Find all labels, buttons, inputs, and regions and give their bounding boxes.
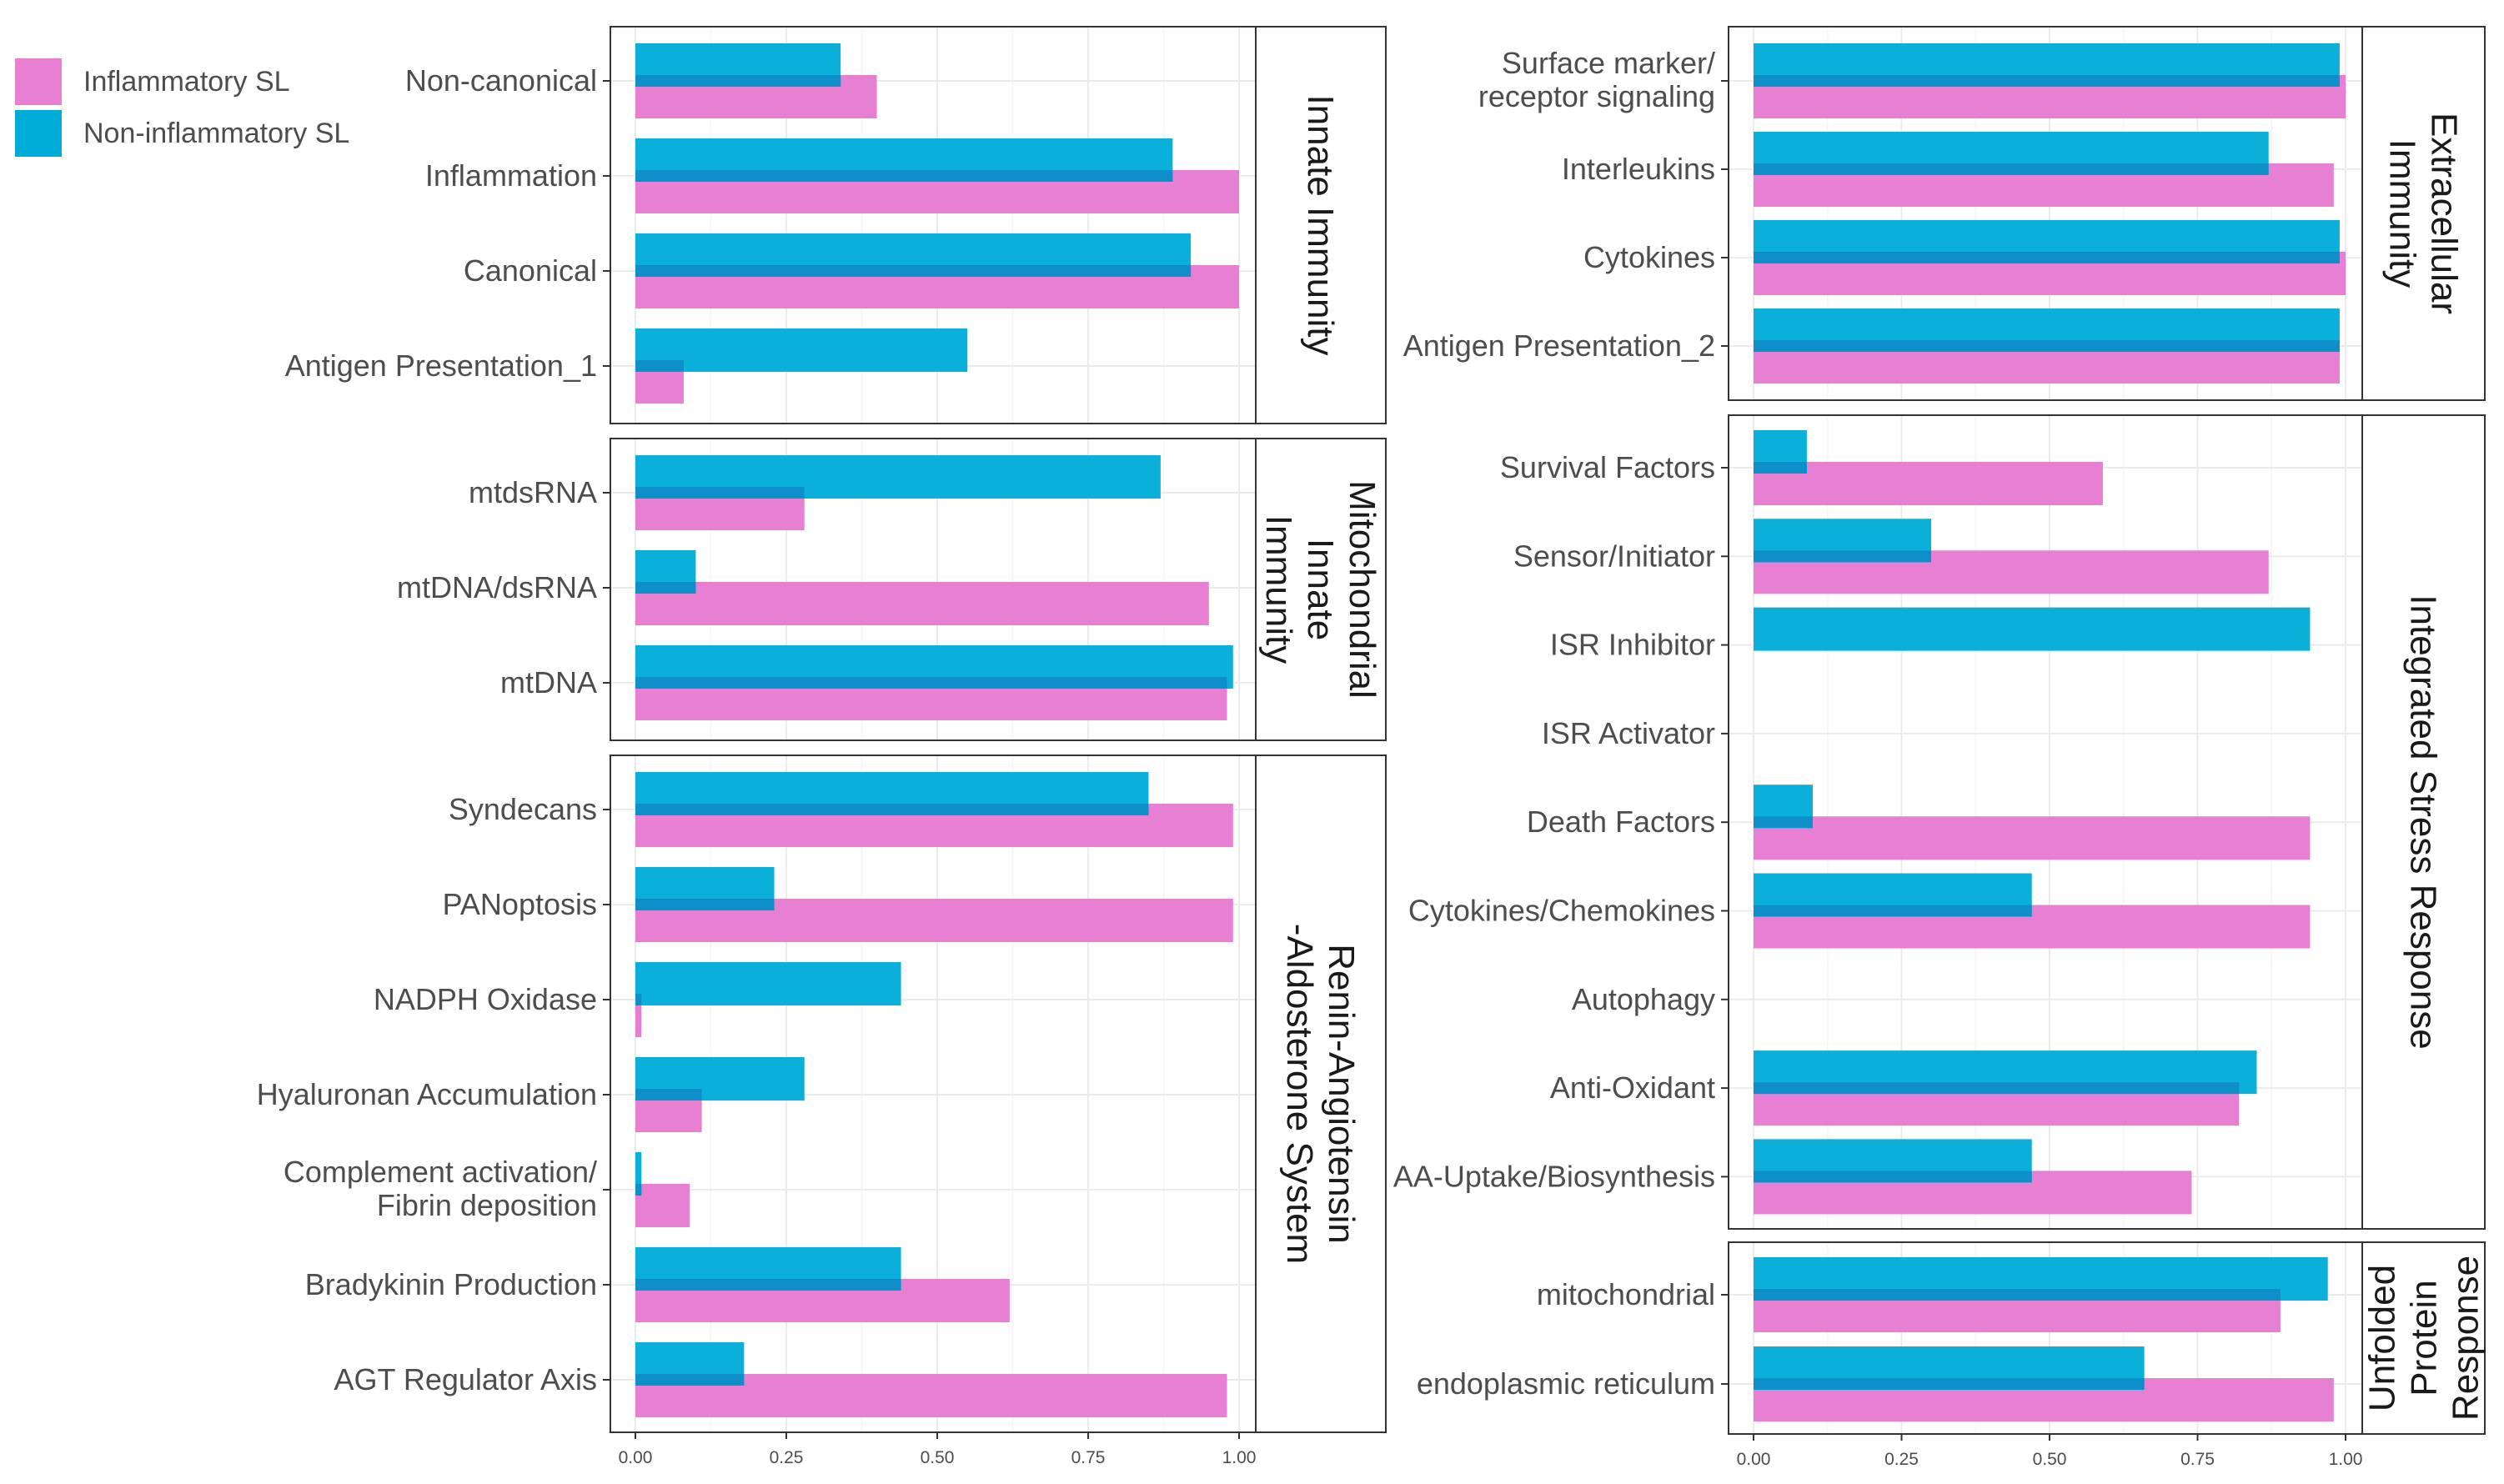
bar-non-inflammatory-isr-inhibitor (1754, 607, 2311, 651)
x-tick-label: 0.00 (619, 1448, 653, 1467)
bar-overlap-survival-factors (1754, 462, 1807, 474)
category-label-hyaluronan-accumulation: Hyaluronan Accumulation (257, 1077, 597, 1111)
legend-swatch-non-inflammatory (15, 110, 62, 157)
panel-mitochondrial-innate-immunity: mtdsRNA mtDNA/dsRNA mtDNA MitochondrialInna… (397, 438, 1387, 741)
bar-overlap-nadph-oxidase (635, 994, 642, 1005)
strip-box (2361, 26, 2486, 401)
category-label-survival-factors: Survival Factors (1500, 450, 1715, 484)
bar-overlap-canonical (635, 265, 1192, 277)
category-label-mtdna: mtDNA (500, 665, 597, 699)
category-label-complement-activation-fibrin-deposition: Complement activation/Fibrin deposition (284, 1155, 597, 1222)
legend-label-non-inflammatory: Non-inflammatory SL (83, 118, 349, 149)
category-label-antigen-presentation-1: Antigen Presentation_1 (285, 348, 597, 383)
bar-overlap-aa-uptake-biosynthesis (1754, 1171, 2032, 1183)
strip-label-extracellular-immunity: ExtracellularImmunity (2382, 113, 2465, 314)
bar-inflammatory-death-factors (1754, 816, 2311, 860)
panel-renin-angiotensin-aldosterone-system: Syndecans PANoptosis NADPH Oxidase Hyaluron… (257, 755, 1387, 1433)
x-tick-label: 1.00 (2329, 1450, 2363, 1469)
strip-box (2361, 414, 2486, 1230)
bar-non-inflammatory-nadph-oxidase (635, 962, 901, 1005)
category-label-sensor-initiator: Sensor/Initiator (1513, 539, 1715, 573)
bar-overlap-antigen-presentation-2 (1754, 340, 2340, 352)
category-label-surface-marker-receptor-signaling: Surface marker/receptor signaling (1478, 46, 1715, 113)
bar-overlap-syndecans (635, 804, 1149, 815)
bar-overlap-sensor-initiator (1754, 550, 1931, 563)
strip-label-unfolded-protein-response: UnfoldedProteinResponse (2362, 1256, 2486, 1421)
category-label-death-factors: Death Factors (1527, 805, 1715, 839)
x-tick-label: 0.50 (2033, 1450, 2067, 1469)
x-tick-label: 0.00 (1737, 1450, 1771, 1469)
x-tick-label: 1.00 (1222, 1448, 1257, 1467)
x-tick-label: 0.75 (1071, 1448, 1106, 1467)
category-label-isr-activator: ISR Activator (1542, 716, 1715, 750)
category-label-panoptosis: PANoptosis (443, 887, 597, 921)
panel-innate-immunity: Non-canonical Inflammation Canonical Antige… (285, 26, 1387, 424)
bar-overlap-mtdna-dsrna (635, 582, 696, 594)
category-label-mitochondrial: mitochondrial (1537, 1277, 1715, 1311)
category-label-mtdna-dsrna: mtDNA/dsRNA (397, 570, 597, 604)
category-label-canonical: Canonical (464, 253, 597, 288)
x-tick-label: 0.75 (2180, 1450, 2215, 1469)
bar-inflammatory-complement-activation-fibrin-deposition (635, 1184, 690, 1227)
legend-swatch-inflammatory (15, 58, 62, 105)
category-label-bradykinin-production: Bradykinin Production (305, 1267, 597, 1301)
bar-overlap-cytokines (1754, 252, 2340, 263)
bar-overlap-cytokines-chemokines (1754, 905, 2032, 917)
bar-overlap-death-factors (1754, 816, 1813, 829)
category-label-cytokines-chemokines: Cytokines/Chemokines (1408, 894, 1715, 928)
strip-label-renin-angiotensin-aldosterone-system: Renin-Angiotensin-Aldosterone System (1279, 924, 1362, 1264)
category-label-syndecans: Syndecans (449, 792, 597, 826)
bar-inflammatory-nadph-oxidase (635, 994, 642, 1037)
strip-box (1255, 26, 1387, 424)
bar-overlap-panoptosis (635, 899, 775, 910)
x-tick-label: 0.25 (1884, 1450, 1919, 1469)
strip-label-innate-immunity: Innate Immunity (1300, 94, 1341, 355)
panel-unfolded-protein-response: mitochondrial endoplasmic reticulum Unfold… (1417, 1241, 2486, 1435)
x-tick-label: 0.25 (770, 1448, 804, 1467)
category-label-antigen-presentation-2: Antigen Presentation_2 (1403, 328, 1715, 363)
category-label-autophagy: Autophagy (1572, 982, 1715, 1016)
category-label-nadph-oxidase: NADPH Oxidase (374, 982, 597, 1016)
legend: Inflammatory SL Non-inflammatory SL (15, 58, 349, 157)
category-label-aa-uptake-biosynthesis: AA-Uptake/Biosynthesis (1393, 1159, 1715, 1193)
bar-overlap-bradykinin-production (635, 1279, 901, 1291)
bar-overlap-mitochondrial (1754, 1289, 2281, 1301)
x-tick-label: 0.50 (921, 1448, 955, 1467)
bar-overlap-mtdna (635, 677, 1227, 689)
bar-overlap-hyaluronan-accumulation (635, 1089, 702, 1100)
panel-integrated-stress-response: Survival Factors Sensor/Initiator ISR Inhi… (1393, 414, 2486, 1230)
bar-overlap-surface-marker-receptor-signaling (1754, 75, 2340, 87)
category-label-mtdsrna: mtdsRNA (469, 475, 597, 509)
category-label-anti-oxidant: Anti-Oxidant (1550, 1070, 1715, 1105)
category-label-agt-regulator-axis: AGT Regulator Axis (334, 1362, 597, 1396)
bar-inflammatory-mtdna-dsrna (635, 582, 1209, 625)
bar-overlap-inflammation (635, 170, 1173, 182)
strip-box (2361, 1241, 2486, 1435)
category-label-interleukins: Interleukins (1562, 152, 1715, 186)
bar-overlap-mtdsrna (635, 487, 805, 499)
bar-overlap-endoplasmic-reticulum (1754, 1378, 2145, 1390)
bar-overlap-complement-activation-fibrin-deposition (635, 1184, 642, 1196)
bar-overlap-agt-regulator-axis (635, 1374, 745, 1386)
category-label-non-canonical: Non-canonical (405, 63, 597, 98)
bar-overlap-antigen-presentation-1 (635, 360, 684, 372)
panel-extracellular-immunity: Surface marker/receptor signaling Interle… (1403, 26, 2486, 401)
bar-overlap-non-canonical (635, 75, 841, 87)
category-label-inflammation: Inflammation (425, 158, 597, 193)
bar-non-inflammatory-complement-activation-fibrin-deposition (635, 1152, 642, 1196)
legend-label-inflammatory: Inflammatory SL (83, 66, 290, 98)
bar-overlap-anti-oxidant (1754, 1082, 2240, 1095)
strip-label-integrated-stress-response: Integrated Stress Response (2403, 594, 2444, 1049)
strip-label-mitochondrial-innate-immunity: MitochondrialInnateImmunity (1258, 480, 1382, 699)
category-label-endoplasmic-reticulum: endoplasmic reticulum (1417, 1366, 1715, 1401)
bar-overlap-interleukins (1754, 163, 2269, 175)
strip-box (1255, 438, 1387, 741)
bar-inflammatory-survival-factors (1754, 462, 2103, 505)
strip-box (1255, 755, 1387, 1433)
category-label-isr-inhibitor: ISR Inhibitor (1550, 628, 1715, 662)
category-label-cytokines: Cytokines (1583, 240, 1715, 274)
bar-non-inflammatory-antigen-presentation-1 (635, 328, 968, 372)
